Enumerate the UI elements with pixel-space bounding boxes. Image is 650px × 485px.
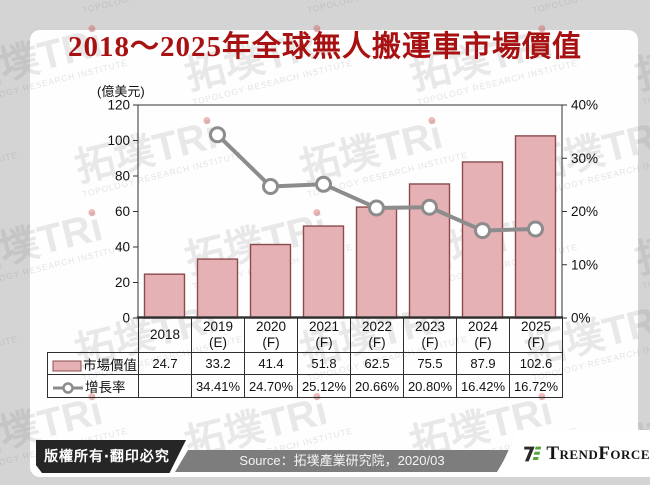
value-cell: 51.8 [297, 352, 351, 375]
bar-2022 [355, 206, 398, 319]
year-header-cell: 2021 (F) [297, 317, 351, 353]
y-left-tick-label: 60 [115, 204, 130, 219]
trendforce-logo-text: TrendForce [546, 442, 650, 464]
value-cell: 20.80% [403, 374, 457, 398]
growth-rate-marker [209, 126, 226, 144]
legend-market-value: 市場價值 [47, 352, 139, 375]
value-cell: 62.5 [350, 352, 404, 375]
watermark-tile: 拓墣TRiTOPOLOGY RESEARCH INSTITUTE [71, 478, 243, 485]
year-header-cell: 2023 (F) [403, 317, 457, 353]
y-left-tick-label: 120 [107, 98, 130, 113]
bar-2021 [302, 225, 345, 319]
growth-rate-line-icon [53, 382, 83, 394]
trendforce-logo-band: TrendForce [496, 430, 650, 477]
y-left-tick-label: 0 [122, 311, 130, 326]
value-cell: 75.5 [403, 352, 457, 375]
legend-growth-rate: 增長率 [47, 374, 139, 398]
y-axis-unit-label: (億美元) [97, 84, 145, 99]
value-cell: 25.12% [297, 374, 351, 398]
y-left-tick-label: 100 [107, 133, 130, 148]
source-text: Source：拓墣產業研究院，2020/03 [239, 453, 445, 468]
source-banner: Source：拓墣產業研究院，2020/03 [174, 450, 510, 472]
year-header-cell: 2025 (F) [509, 317, 563, 353]
chart-title: 2018～2025年全球無人搬運車市場價值 [67, 31, 582, 63]
value-cell: 24.70% [244, 374, 298, 398]
value-cell [138, 374, 192, 398]
y-right-tick-label: 30% [571, 151, 598, 166]
value-cell: 20.66% [350, 374, 404, 398]
watermark-tile: 拓墣TRiTOPOLOGY RESEARCH INSTITUTE [0, 478, 19, 485]
y-left-tick-label: 40 [115, 240, 130, 255]
year-header-cell: 2024 (F) [456, 317, 510, 353]
bar-2019 [196, 258, 239, 319]
year-header-cell: 2022 (F) [350, 317, 404, 353]
y-right-tick-label: 40% [571, 98, 598, 113]
watermark-tile: 拓墣TRiTOPOLOGY RESEARCH INSTITUTE [521, 478, 650, 485]
growth-rate-marker [315, 175, 332, 193]
y-right-tick-label: 20% [571, 204, 598, 219]
y-left-tick-label: 20 [115, 275, 130, 290]
value-cell: 16.72% [509, 374, 563, 398]
copyright-banner: 版權所有‧翻印必究 [36, 440, 186, 473]
value-cell: 102.6 [509, 352, 563, 375]
market-value-swatch-icon [52, 360, 82, 371]
bar-2020 [249, 243, 292, 319]
y-left-tick-label: 80 [115, 169, 130, 184]
legend-label: 市場價值 [83, 357, 137, 373]
value-cell: 41.4 [244, 352, 298, 375]
legend-label: 增長率 [85, 380, 126, 395]
value-cell: 34.41% [191, 374, 245, 398]
y-right-tick-label: 0% [571, 311, 591, 326]
y-right-tick-label: 10% [571, 257, 598, 272]
growth-rate-marker [474, 222, 491, 240]
data-table: 2018 2019 (E) 2020 (F) 2021 (F) 2022 (F) 2023 (F) 2… [47, 317, 563, 398]
year-header-cell: 2020 (F) [244, 317, 298, 353]
value-table: 2018 2019 (E) 2020 (F) 2021 (F) 2022 (F) 2023 (F) 2… [47, 317, 563, 398]
value-cell: 16.42% [456, 374, 510, 398]
bar-2024 [461, 161, 504, 319]
bar-2018 [143, 273, 186, 319]
value-cell: 87.9 [456, 352, 510, 375]
growth-rate-marker [421, 198, 438, 216]
trendforce-logo-icon [524, 446, 542, 461]
year-header-cell: 2019 (E) [191, 317, 245, 353]
table-corner-blank [48, 318, 139, 353]
value-cell: 33.2 [191, 352, 245, 375]
growth-rate-marker [262, 177, 279, 195]
year-header-cell: 2018 [138, 317, 192, 353]
value-cell: 24.7 [138, 352, 192, 375]
growth-rate-marker [368, 199, 385, 217]
growth-rate-marker [527, 220, 544, 238]
watermark-tile: 拓墣TRiTOPOLOGY RESEARCH INSTITUTE [296, 478, 468, 485]
